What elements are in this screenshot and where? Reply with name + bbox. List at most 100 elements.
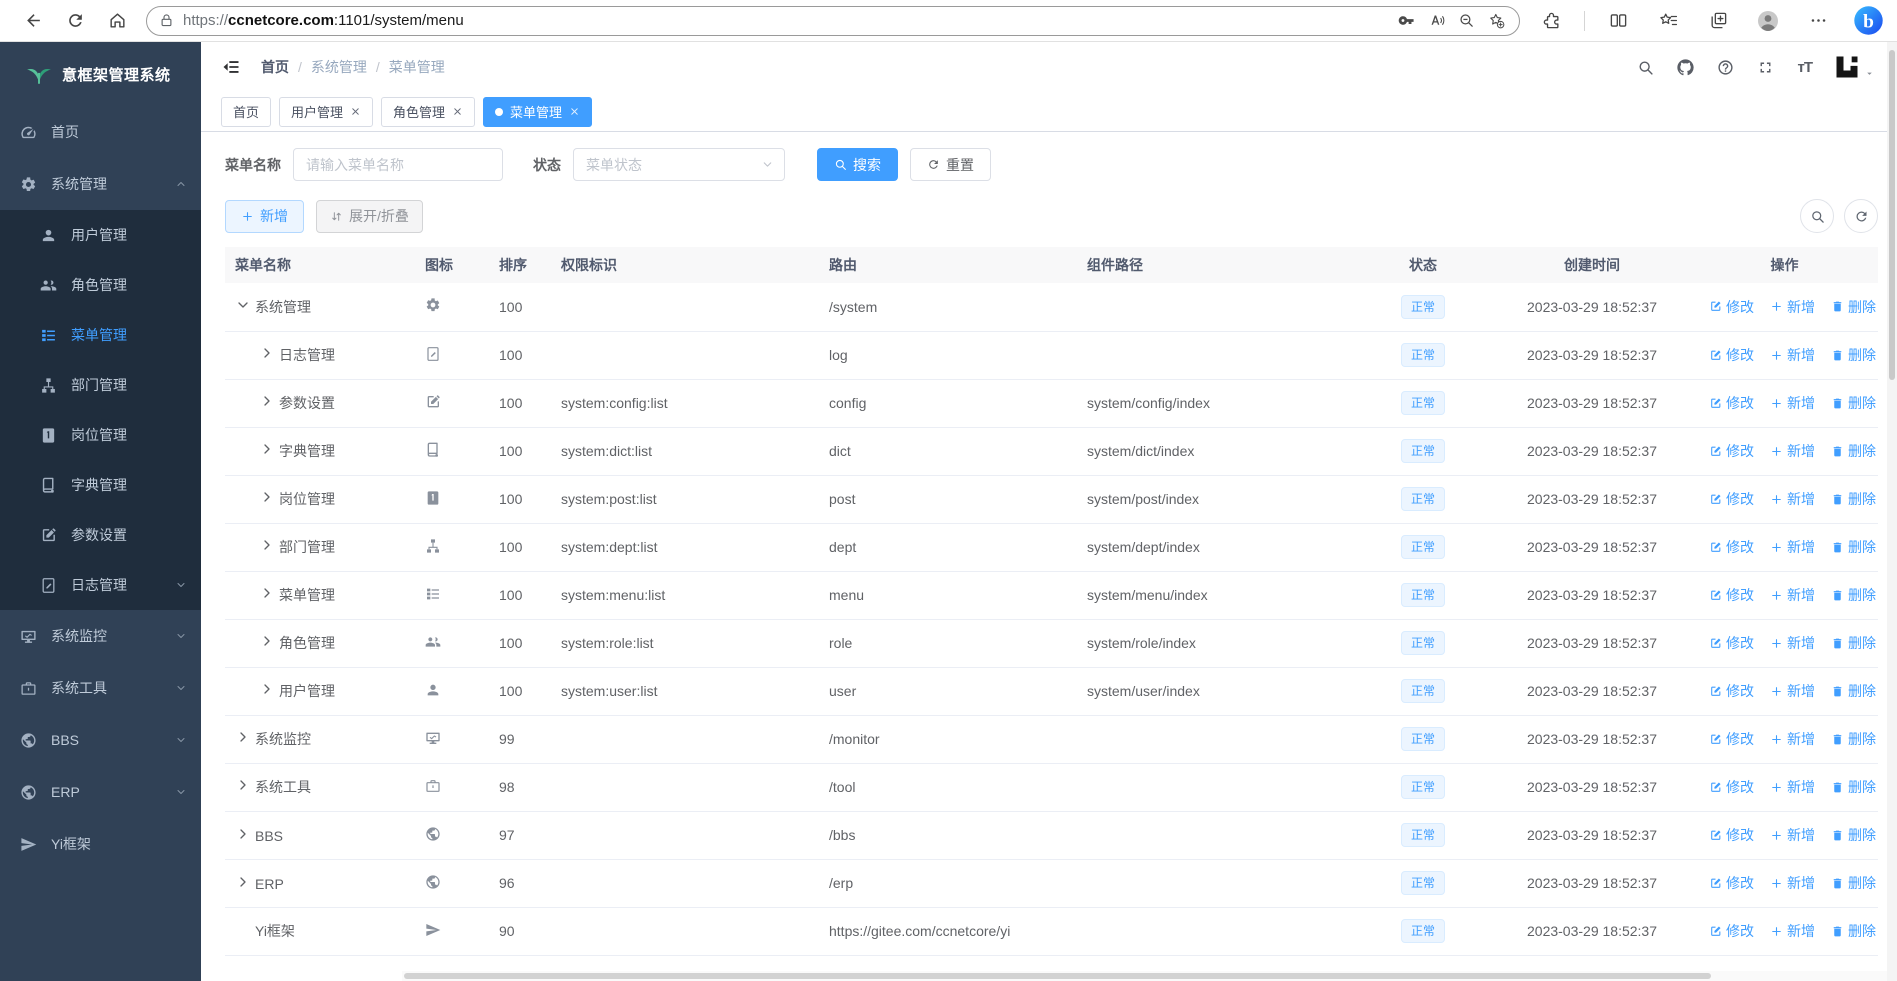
row-action-add[interactable]: 新增 — [1770, 825, 1815, 845]
row-action-edit[interactable]: 修改 — [1709, 921, 1754, 941]
vertical-scrollbar-thumb[interactable] — [1889, 50, 1895, 380]
row-action-delete[interactable]: 删除 — [1831, 825, 1876, 845]
tab-角色管理[interactable]: 角色管理 — [381, 96, 476, 127]
favorite-add-button[interactable] — [1481, 7, 1511, 35]
more-button[interactable] — [1801, 4, 1835, 38]
split-screen-button[interactable] — [1601, 4, 1635, 38]
row-action-add[interactable]: 新增 — [1770, 633, 1815, 653]
expand-row-icon[interactable] — [259, 345, 275, 361]
sidebar-collapse-button[interactable] — [217, 53, 245, 81]
bing-button[interactable]: b — [1851, 4, 1885, 38]
row-action-delete[interactable]: 删除 — [1831, 777, 1876, 797]
sidebar-item-menu[interactable]: 菜单管理 — [0, 310, 201, 360]
collections-button[interactable] — [1701, 4, 1735, 38]
row-action-delete[interactable]: 删除 — [1831, 633, 1876, 653]
tab-菜单管理[interactable]: 菜单管理 — [483, 96, 593, 127]
row-action-edit[interactable]: 修改 — [1709, 681, 1754, 701]
row-action-add[interactable]: 新增 — [1770, 921, 1815, 941]
row-action-edit[interactable]: 修改 — [1709, 873, 1754, 893]
sidebar-item-home[interactable]: 首页 — [0, 106, 201, 158]
breadcrumb-item[interactable]: 系统管理 — [310, 59, 367, 75]
close-icon[interactable] — [452, 106, 463, 117]
sidebar-item-erp[interactable]: ERP — [0, 766, 201, 818]
profile-button[interactable] — [1751, 4, 1785, 38]
row-action-edit[interactable]: 修改 — [1709, 489, 1754, 509]
row-action-delete[interactable]: 删除 — [1831, 297, 1876, 317]
row-action-delete[interactable]: 删除 — [1831, 345, 1876, 365]
navbar-fullscreen-button[interactable] — [1755, 57, 1776, 78]
browser-back-button[interactable] — [16, 4, 50, 38]
row-action-edit[interactable]: 修改 — [1709, 729, 1754, 749]
row-action-edit[interactable]: 修改 — [1709, 393, 1754, 413]
sidebar-item-monitor[interactable]: 系统监控 — [0, 610, 201, 662]
navbar-font-size-button[interactable]: тT — [1795, 57, 1814, 78]
row-action-delete[interactable]: 删除 — [1831, 489, 1876, 509]
row-action-add[interactable]: 新增 — [1770, 777, 1815, 797]
browser-refresh-button[interactable] — [58, 4, 92, 38]
sidebar-item-tool[interactable]: 系统工具 — [0, 662, 201, 714]
expand-row-icon[interactable] — [235, 777, 251, 793]
row-action-edit[interactable]: 修改 — [1709, 777, 1754, 797]
navbar-github-button[interactable] — [1675, 57, 1696, 78]
refresh-table-button[interactable] — [1844, 199, 1878, 233]
row-action-edit[interactable]: 修改 — [1709, 633, 1754, 653]
close-icon[interactable] — [569, 106, 580, 117]
row-action-add[interactable]: 新增 — [1770, 873, 1815, 893]
read-aloud-button[interactable] — [1421, 7, 1451, 35]
row-action-edit[interactable]: 修改 — [1709, 585, 1754, 605]
expand-row-icon[interactable] — [235, 729, 251, 745]
sidebar-item-dict[interactable]: 字典管理 — [0, 460, 201, 510]
close-icon[interactable] — [350, 106, 361, 117]
expand-row-icon[interactable] — [259, 441, 275, 457]
row-action-add[interactable]: 新增 — [1770, 489, 1815, 509]
sidebar-item-log[interactable]: 日志管理 — [0, 560, 201, 610]
row-action-delete[interactable]: 删除 — [1831, 873, 1876, 893]
reset-button[interactable]: 重置 — [910, 148, 991, 181]
sidebar-item-post[interactable]: 岗位管理 — [0, 410, 201, 460]
row-action-add[interactable]: 新增 — [1770, 441, 1815, 461]
user-menu-button[interactable] — [1833, 53, 1875, 81]
collapse-row-icon[interactable] — [235, 297, 251, 313]
url-bar[interactable]: https://ccnetcore.com:1101/system/menu — [146, 5, 1520, 36]
expand-collapse-button[interactable]: 展开/折叠 — [316, 199, 423, 233]
expand-row-icon[interactable] — [235, 874, 251, 890]
row-action-add[interactable]: 新增 — [1770, 297, 1815, 317]
add-button[interactable]: 新增 — [225, 199, 304, 233]
row-action-delete[interactable]: 删除 — [1831, 393, 1876, 413]
show-search-button[interactable] — [1800, 199, 1834, 233]
lock-icon[interactable] — [159, 13, 174, 28]
sidebar-item-user[interactable]: 用户管理 — [0, 210, 201, 260]
tab-用户管理[interactable]: 用户管理 — [279, 96, 374, 127]
navbar-help-button[interactable] — [1715, 57, 1736, 78]
browser-home-button[interactable] — [100, 4, 134, 38]
horizontal-scrollbar-thumb[interactable] — [404, 973, 1711, 979]
expand-row-icon[interactable] — [259, 393, 275, 409]
favorites-button[interactable] — [1651, 4, 1685, 38]
row-action-edit[interactable]: 修改 — [1709, 537, 1754, 557]
row-action-delete[interactable]: 删除 — [1831, 441, 1876, 461]
navbar-search-button[interactable] — [1635, 57, 1656, 78]
vertical-scrollbar[interactable] — [1887, 42, 1897, 981]
row-action-add[interactable]: 新增 — [1770, 729, 1815, 749]
tab-首页[interactable]: 首页 — [221, 96, 272, 127]
row-action-delete[interactable]: 删除 — [1831, 681, 1876, 701]
breadcrumb-item[interactable]: 首页 — [261, 59, 289, 75]
expand-row-icon[interactable] — [259, 681, 275, 697]
row-action-delete[interactable]: 删除 — [1831, 921, 1876, 941]
sidebar-item-role[interactable]: 角色管理 — [0, 260, 201, 310]
expand-row-icon[interactable] — [259, 585, 275, 601]
sidebar-item-dept[interactable]: 部门管理 — [0, 360, 201, 410]
row-action-delete[interactable]: 删除 — [1831, 537, 1876, 557]
sidebar-item-config[interactable]: 参数设置 — [0, 510, 201, 560]
expand-row-icon[interactable] — [235, 826, 251, 842]
search-button[interactable]: 搜索 — [817, 148, 898, 181]
expand-row-icon[interactable] — [259, 489, 275, 505]
sidebar-item-yi[interactable]: Yi框架 — [0, 818, 201, 870]
sidebar-item-system[interactable]: 系统管理 — [0, 158, 201, 210]
sidebar-item-bbs[interactable]: BBS — [0, 714, 201, 766]
row-action-add[interactable]: 新增 — [1770, 537, 1815, 557]
row-action-add[interactable]: 新增 — [1770, 393, 1815, 413]
password-button[interactable] — [1391, 7, 1421, 35]
row-action-add[interactable]: 新增 — [1770, 345, 1815, 365]
row-action-add[interactable]: 新增 — [1770, 681, 1815, 701]
